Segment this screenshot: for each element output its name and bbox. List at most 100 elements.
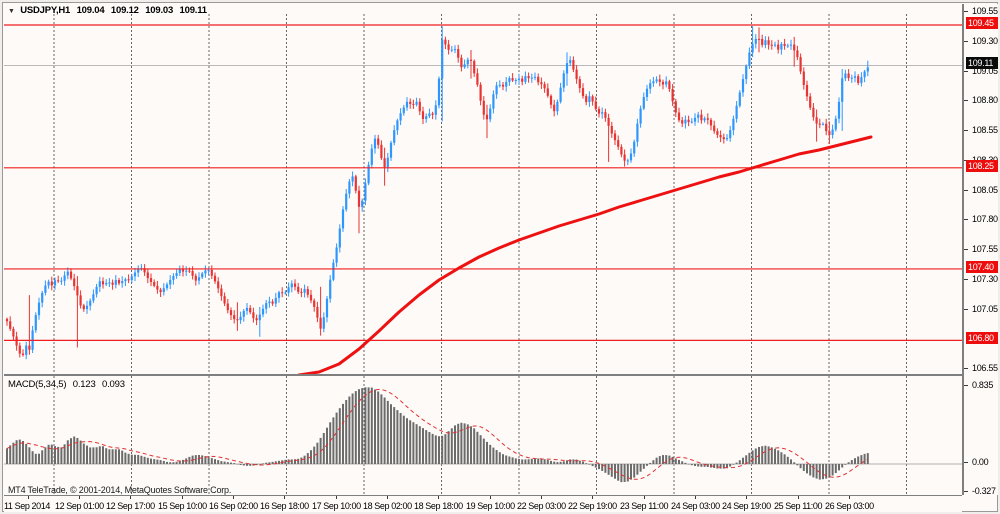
macd-histogram-bar: [582, 461, 584, 464]
macd-histogram-bar: [396, 410, 399, 464]
time-axis-tick: [644, 496, 645, 499]
macd-signal-line[interactable]: [6, 388, 869, 480]
macd-histogram-bar: [671, 456, 674, 464]
candle-body: [754, 38, 757, 44]
price-axis-tick: [964, 249, 968, 250]
macd-histogram-bar: [562, 461, 565, 464]
macd-histogram-bar: [198, 455, 200, 464]
candle-body: [69, 271, 73, 279]
macd-histogram-bar: [751, 450, 754, 464]
macd-histogram-bar: [108, 449, 111, 464]
macd-histogram-bar: [790, 459, 792, 464]
macd-histogram-bar: [386, 400, 389, 464]
macd-axis-label: -0.327: [972, 486, 996, 496]
macd-histogram-bar: [502, 454, 504, 464]
macd-histogram-bar: [540, 458, 543, 464]
macd-histogram-bar: [636, 464, 639, 475]
candle-body: [757, 38, 761, 40]
price-chart-canvas[interactable]: [4, 4, 962, 374]
price-axis-label: 107.30: [972, 274, 998, 284]
candle-body: [92, 294, 95, 301]
symbol-period-label: USDJPY,H1: [20, 5, 71, 16]
macd-histogram-bar: [146, 457, 149, 464]
macd-histogram-bar: [140, 455, 143, 464]
candle-body: [357, 190, 361, 207]
candle-body: [751, 43, 754, 53]
macd-histogram-bar: [271, 461, 274, 464]
candle-body: [466, 59, 469, 65]
macd-histogram-bar: [678, 459, 680, 464]
macd-histogram-bar: [505, 455, 508, 464]
price-axis-label: 109.55: [972, 6, 998, 16]
macd-histogram-bar: [838, 464, 840, 471]
time-axis-label: 23 Sep 11:00: [620, 501, 669, 511]
candle-body: [236, 319, 239, 321]
symbol-dropdown-icon[interactable]: ▼: [8, 8, 15, 15]
candle-body: [489, 108, 492, 120]
macd-histogram-bar: [572, 459, 575, 464]
macd-histogram-bar: [431, 433, 434, 464]
candle-body: [137, 268, 140, 273]
candle-body: [501, 84, 505, 87]
macd-histogram-bar: [799, 464, 802, 469]
macd-histogram-bar: [290, 459, 293, 464]
candle-body: [450, 49, 453, 51]
candle-body: [789, 44, 793, 46]
candle-body: [303, 289, 306, 293]
candle-body: [668, 81, 671, 89]
candle-body: [89, 300, 92, 306]
candle-body: [831, 129, 834, 135]
time-axis[interactable]: 11 Sep 2014 12 Sep 01:00 12 Sep 17:00 15 Se…: [4, 495, 962, 512]
quote-high: 109.12: [110, 5, 139, 16]
macd-histogram-bar: [732, 464, 735, 465]
candle-body: [204, 270, 207, 274]
candle-body: [863, 71, 866, 78]
macd-histogram-bar: [233, 463, 236, 464]
price-badge-107.40: 107.40: [966, 261, 998, 273]
macd-histogram-bar: [716, 464, 719, 469]
candle-body: [809, 96, 812, 108]
macd-histogram-bar: [418, 426, 421, 464]
candle-body: [626, 160, 629, 162]
candle-body: [127, 279, 130, 281]
candle-body: [553, 104, 556, 112]
macd-histogram-bar: [591, 464, 594, 467]
candle-body: [322, 317, 325, 329]
macd-histogram-bar: [694, 464, 696, 466]
candle-body: [239, 316, 242, 321]
moving-average-line[interactable]: [297, 135, 873, 374]
candle-body: [79, 295, 82, 306]
candle-body: [325, 298, 329, 318]
macd-histogram-bar: [12, 442, 15, 464]
candle-body: [229, 310, 233, 316]
macd-histogram-bar: [370, 387, 373, 464]
candle-body: [460, 57, 463, 68]
macd-histogram-bar: [268, 462, 271, 464]
candle-body: [133, 272, 137, 277]
macd-histogram-bar: [230, 462, 232, 464]
candle-body: [399, 113, 402, 121]
macd-axis-tick: [964, 491, 968, 492]
candle-body: [162, 288, 165, 292]
candle-body: [143, 268, 146, 273]
candle-body: [607, 117, 610, 126]
candle-body: [108, 282, 111, 284]
quote-bar: ▼ USDJPY,H1 109.04 109.12 109.03 109.11: [8, 5, 211, 16]
macd-histogram-bar: [204, 456, 207, 464]
macd-indicator-canvas[interactable]: [4, 374, 962, 495]
candle-body: [415, 101, 418, 105]
candle-body: [860, 77, 863, 83]
candle-body: [60, 280, 63, 282]
copyright-text: MT4 TeleTrade, © 2001-2014, MetaQuotes S…: [8, 485, 232, 495]
macd-histogram-bar: [511, 457, 514, 464]
candle-body: [396, 120, 399, 131]
candle-body: [482, 100, 485, 115]
price-axis[interactable]: 109.55109.30109.05108.80108.55108.30108.…: [962, 4, 998, 496]
candle-body: [105, 283, 108, 285]
macd-histogram-bar: [172, 462, 175, 464]
macd-histogram-bar: [665, 455, 668, 464]
candle-body: [729, 130, 732, 139]
candle-body: [821, 123, 825, 125]
macd-histogram-bar: [822, 464, 824, 480]
candle-body: [220, 288, 223, 297]
